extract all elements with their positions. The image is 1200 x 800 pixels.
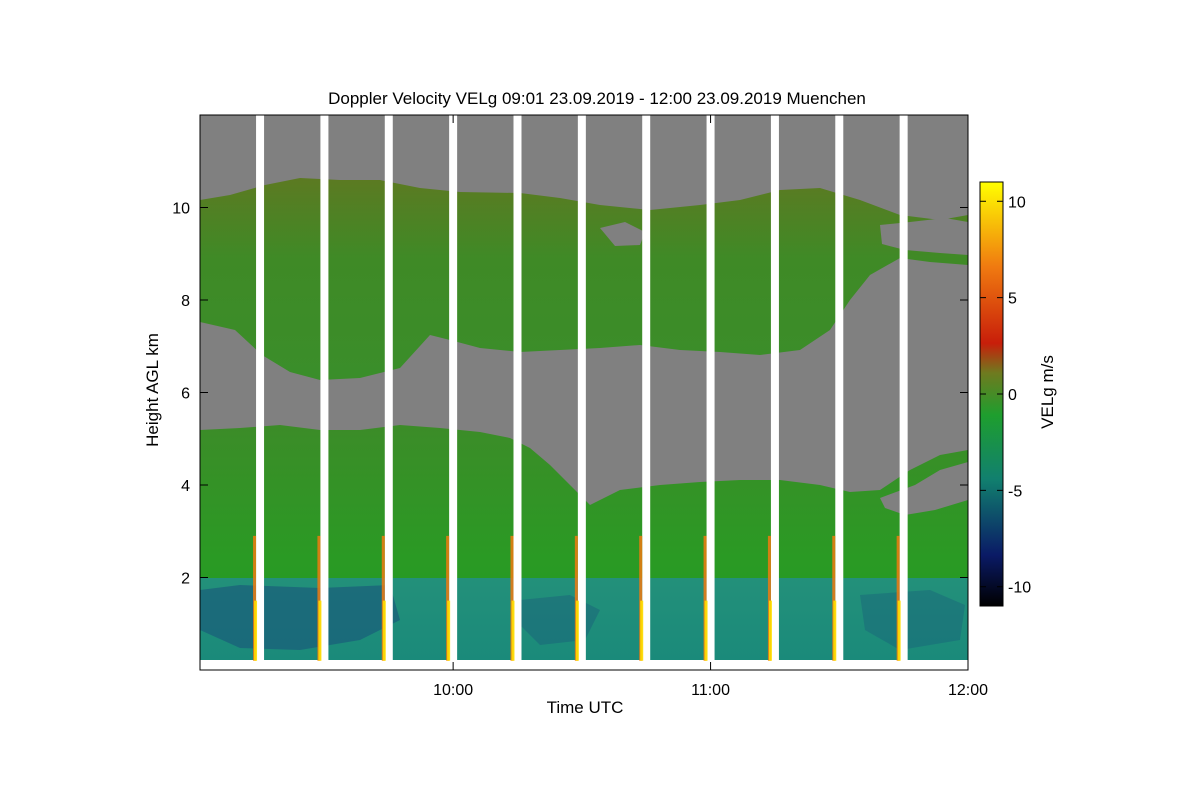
near-surface-plume (381, 535, 385, 661)
scan-gap (577, 115, 586, 670)
near-surface-plume-core (382, 600, 386, 661)
near-surface-plume (832, 535, 836, 661)
near-surface-plume-core (575, 600, 579, 661)
scan-gap (320, 115, 329, 670)
boundary-layer-downdraft-1 (200, 585, 400, 650)
scan-gaps (253, 115, 908, 670)
scan-gap (513, 115, 522, 670)
near-surface-plume (639, 535, 643, 661)
scan-gap (899, 115, 908, 670)
x-tick-label: 12:00 (948, 682, 988, 699)
near-surface-plume-core (318, 600, 322, 661)
x-axis-label: Time UTC (547, 698, 624, 717)
scan-gap (835, 115, 844, 670)
scan-gap (642, 115, 651, 670)
colorbar-tick-label: 5 (1008, 291, 1017, 308)
x-tick-label: 11:00 (691, 682, 730, 699)
near-surface-plume (703, 535, 707, 661)
y-tick-label: 10 (172, 201, 190, 218)
near-surface-plume-core (897, 600, 901, 661)
near-surface-plume (446, 535, 450, 661)
y-tick-label: 8 (181, 293, 190, 310)
near-surface-plume-core (704, 600, 708, 661)
scan-gap (449, 115, 458, 670)
colorbar-label: VELg m/s (1038, 355, 1057, 429)
near-surface-plume-core (833, 600, 837, 661)
plot-area (200, 115, 968, 670)
colorbar-tick-label: 10 (1008, 194, 1026, 211)
near-surface-plume-core (511, 600, 515, 661)
colorbar-tick-label: -10 (1008, 580, 1031, 597)
near-surface-plume (767, 535, 771, 661)
boundary-layer-downdraft-3 (860, 590, 965, 650)
colorbar-tick-label: -5 (1008, 483, 1022, 500)
y-tick-label: 4 (181, 478, 190, 495)
near-surface-plume-core (447, 600, 451, 661)
y-tick-label: 6 (181, 386, 190, 403)
near-surface-plume-core (640, 600, 644, 661)
colorbar-tick-label: 0 (1008, 387, 1017, 404)
near-surface-plume (253, 535, 257, 661)
colorbar: 10 5 0 -5 -10 VELg m/s (979, 181, 1057, 607)
scan-gap (384, 115, 393, 670)
x-axis-ticks: 10:00 11:00 12:00 (433, 115, 988, 699)
upper-cloud-dry-hole-mid (600, 222, 645, 246)
near-surface-plume (510, 535, 514, 661)
scan-gap (256, 115, 265, 670)
y-axis-label: Height AGL km (143, 333, 162, 447)
near-surface-plume (574, 535, 578, 661)
near-surface-plume-core (254, 600, 258, 661)
near-surface-plume (896, 535, 900, 661)
y-tick-label: 2 (181, 571, 190, 588)
y-axis-ticks: 2 4 6 8 10 (172, 201, 968, 588)
near-surface-plume (317, 535, 321, 661)
scan-gap (706, 115, 715, 670)
chart-title: Doppler Velocity VELg 09:01 23.09.2019 -… (328, 89, 866, 108)
colorbar-ticks: 10 5 0 -5 -10 (980, 194, 1031, 597)
near-surface-plume-core (768, 600, 772, 661)
x-tick-label: 10:00 (433, 682, 473, 699)
scan-gap (770, 115, 779, 670)
